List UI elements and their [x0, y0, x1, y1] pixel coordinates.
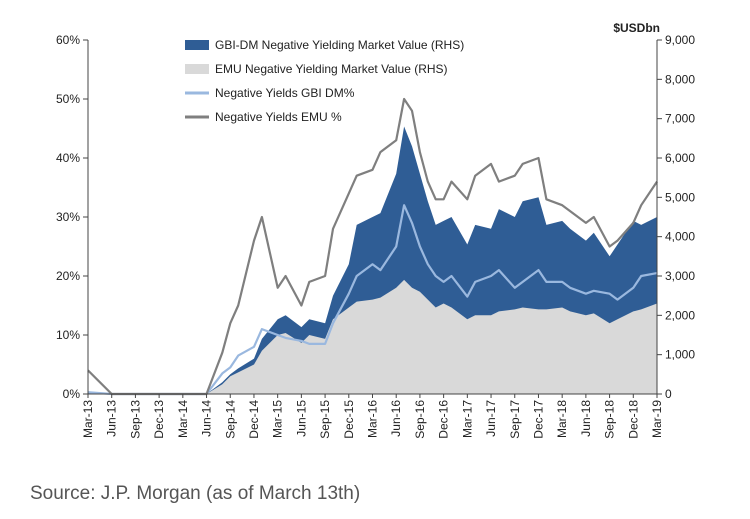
legend-swatch	[185, 64, 209, 74]
x-tick-label: Mar-18	[555, 400, 569, 438]
legend-label: GBI-DM Negative Yielding Market Value (R…	[215, 38, 464, 52]
gbi-pct-line	[87, 204, 658, 396]
percentage-lines	[87, 97, 658, 396]
left-tick-label: 40%	[56, 151, 80, 165]
legend-label: Negative Yields EMU %	[215, 110, 342, 124]
x-tick-label: Jun-14	[200, 400, 214, 437]
x-tick-label: Jun-13	[105, 400, 119, 437]
x-tick-label: Dec-16	[437, 400, 451, 439]
right-tick-label: 9,000	[665, 33, 695, 47]
right-tick-label: 0	[665, 387, 672, 401]
left-tick-label: 20%	[56, 269, 80, 283]
legend: GBI-DM Negative Yielding Market Value (R…	[185, 38, 464, 124]
legend-label: EMU Negative Yielding Market Value (RHS)	[215, 62, 448, 76]
x-tick-label: Sep-15	[318, 400, 332, 439]
x-tick-label: Sep-14	[223, 400, 237, 439]
legend-label: Negative Yields GBI DM%	[215, 86, 355, 100]
x-tick-label: Dec-13	[152, 400, 166, 439]
x-tick-label: Dec-18	[626, 400, 640, 439]
right-tick-label: 2,000	[665, 308, 695, 322]
left-tick-label: 30%	[56, 210, 80, 224]
right-axis-unit-label: $USDbn	[613, 21, 660, 35]
x-tick-label: Sep-13	[128, 400, 142, 439]
negative-yields-chart: 0% 10% 20% 30% 40% 50% 60% 0 1,000 2,000 3,000 4,00…	[56, 21, 695, 439]
right-tick-label: 6,000	[665, 151, 695, 165]
left-tick-label: 60%	[56, 33, 80, 47]
right-tick-label: 7,000	[665, 112, 695, 126]
x-tick-label: Mar-15	[271, 400, 285, 438]
x-tick-label: Mar-16	[366, 400, 380, 438]
x-tick-label: Sep-16	[413, 400, 427, 439]
left-tick-label: 10%	[56, 328, 80, 342]
right-tick-label: 4,000	[665, 230, 695, 244]
emu-mv-area	[88, 279, 657, 394]
x-tick-label: Mar-14	[176, 400, 190, 438]
x-tick-label: Mar-19	[650, 400, 664, 438]
x-tick-label: Dec-15	[342, 400, 356, 439]
left-tick-label: 0%	[63, 387, 81, 401]
axes: 0% 10% 20% 30% 40% 50% 60% 0 1,000 2,000 3,000 4,00…	[56, 21, 695, 439]
x-tick-label: Dec-14	[247, 400, 261, 439]
emu-pct-line	[87, 97, 658, 396]
chart-area: 0% 10% 20% 30% 40% 50% 60% 0 1,000 2,000 3,000 4,00…	[56, 21, 695, 439]
x-tick-label: Jun-17	[484, 400, 498, 437]
x-tick-label: Dec-17	[532, 400, 546, 439]
x-tick-label: Sep-17	[508, 400, 522, 439]
right-tick-label: 5,000	[665, 190, 695, 204]
x-tick-label: Jun-18	[579, 400, 593, 437]
x-tick-label: Sep-18	[603, 400, 617, 439]
market-value-areas	[88, 126, 657, 394]
legend-swatch	[185, 40, 209, 50]
x-tick-label: Mar-17	[460, 400, 474, 438]
x-tick-label: Mar-13	[81, 400, 95, 438]
x-tick-label: Jun-16	[389, 400, 403, 437]
right-tick-label: 8,000	[665, 72, 695, 86]
right-tick-label: 1,000	[665, 348, 695, 362]
left-tick-label: 50%	[56, 92, 80, 106]
right-tick-label: 3,000	[665, 269, 695, 283]
source-note: Source: J.P. Morgan (as of March 13th)	[30, 483, 361, 504]
x-tick-label: Jun-15	[294, 400, 308, 437]
